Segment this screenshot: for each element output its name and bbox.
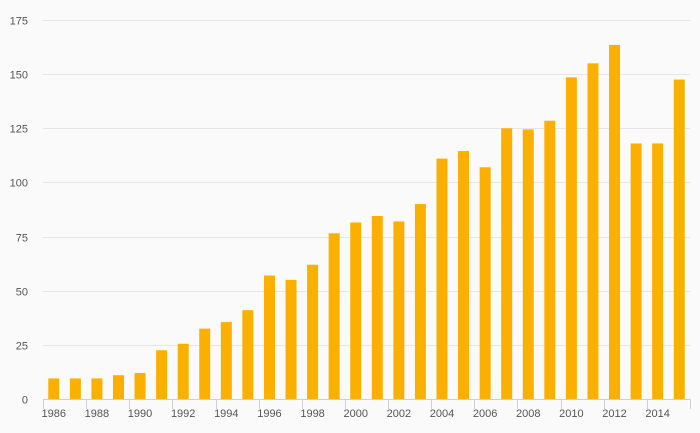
x-tick-label: 1998 [300,408,324,420]
bar-2003[interactable] [414,204,426,399]
bar-1995[interactable] [242,310,254,399]
bar-1993[interactable] [199,328,211,399]
x-tick-label: 2002 [387,408,411,420]
bar-2010[interactable] [565,77,577,399]
x-tick-label: 2008 [516,408,540,420]
x-tick-label: 1996 [257,408,281,420]
bar-1998[interactable] [307,264,319,399]
y-tick-label: 50 [16,287,28,299]
bar-1999[interactable] [328,233,340,399]
bar-2012[interactable] [609,44,621,399]
bar-1992[interactable] [177,343,189,399]
bar-1987[interactable] [69,378,81,399]
y-tick-label: 150 [10,70,28,82]
bar-2005[interactable] [458,151,470,399]
bar-1989[interactable] [112,375,124,399]
x-tick-label: 1990 [128,408,152,420]
x-tick-label: 2012 [602,408,626,420]
y-tick-label: 100 [10,178,28,190]
x-tick-label: 1986 [42,408,66,420]
bar-1991[interactable] [156,350,168,399]
bar-1988[interactable] [91,378,103,399]
bar-1986[interactable] [48,378,60,399]
bar-2002[interactable] [393,221,405,399]
y-tick-label: 125 [10,124,28,136]
bar-2004[interactable] [436,158,448,399]
grid-lines [43,20,690,346]
x-tick-label: 1992 [171,408,195,420]
bar-2008[interactable] [522,129,534,399]
bars [48,44,685,400]
x-tick-label: 2014 [645,408,669,420]
x-axis: 1986 1988 1990 1992 1994 1996 1998 2000 2002 2004… [42,399,691,420]
bar-2009[interactable] [544,120,556,400]
y-tick-label: 25 [16,341,28,353]
bar-2000[interactable] [350,222,362,399]
x-tick-label: 2010 [559,408,583,420]
y-axis-ticks: 0 25 50 75 100 125 150 175 [10,16,28,407]
bar-2015[interactable] [673,79,685,399]
x-tick-label: 2000 [343,408,367,420]
x-tick-label: 2006 [473,408,497,420]
bar-2001[interactable] [371,216,383,399]
bar-1997[interactable] [285,279,297,399]
x-tick-label: 2004 [430,408,454,420]
y-tick-label: 75 [16,233,28,245]
bar-1994[interactable] [220,322,232,399]
bar-1990[interactable] [134,373,146,399]
bar-2013[interactable] [630,143,642,399]
bar-2007[interactable] [501,128,513,400]
bar-1996[interactable] [263,275,275,399]
bar-2014[interactable] [652,143,664,399]
y-tick-label: 0 [22,395,28,407]
bar-2011[interactable] [587,63,599,400]
bar-2006[interactable] [479,167,491,399]
x-tick-label: 1994 [214,408,238,420]
x-tick-label: 1988 [85,408,109,420]
y-tick-label: 175 [10,16,28,28]
